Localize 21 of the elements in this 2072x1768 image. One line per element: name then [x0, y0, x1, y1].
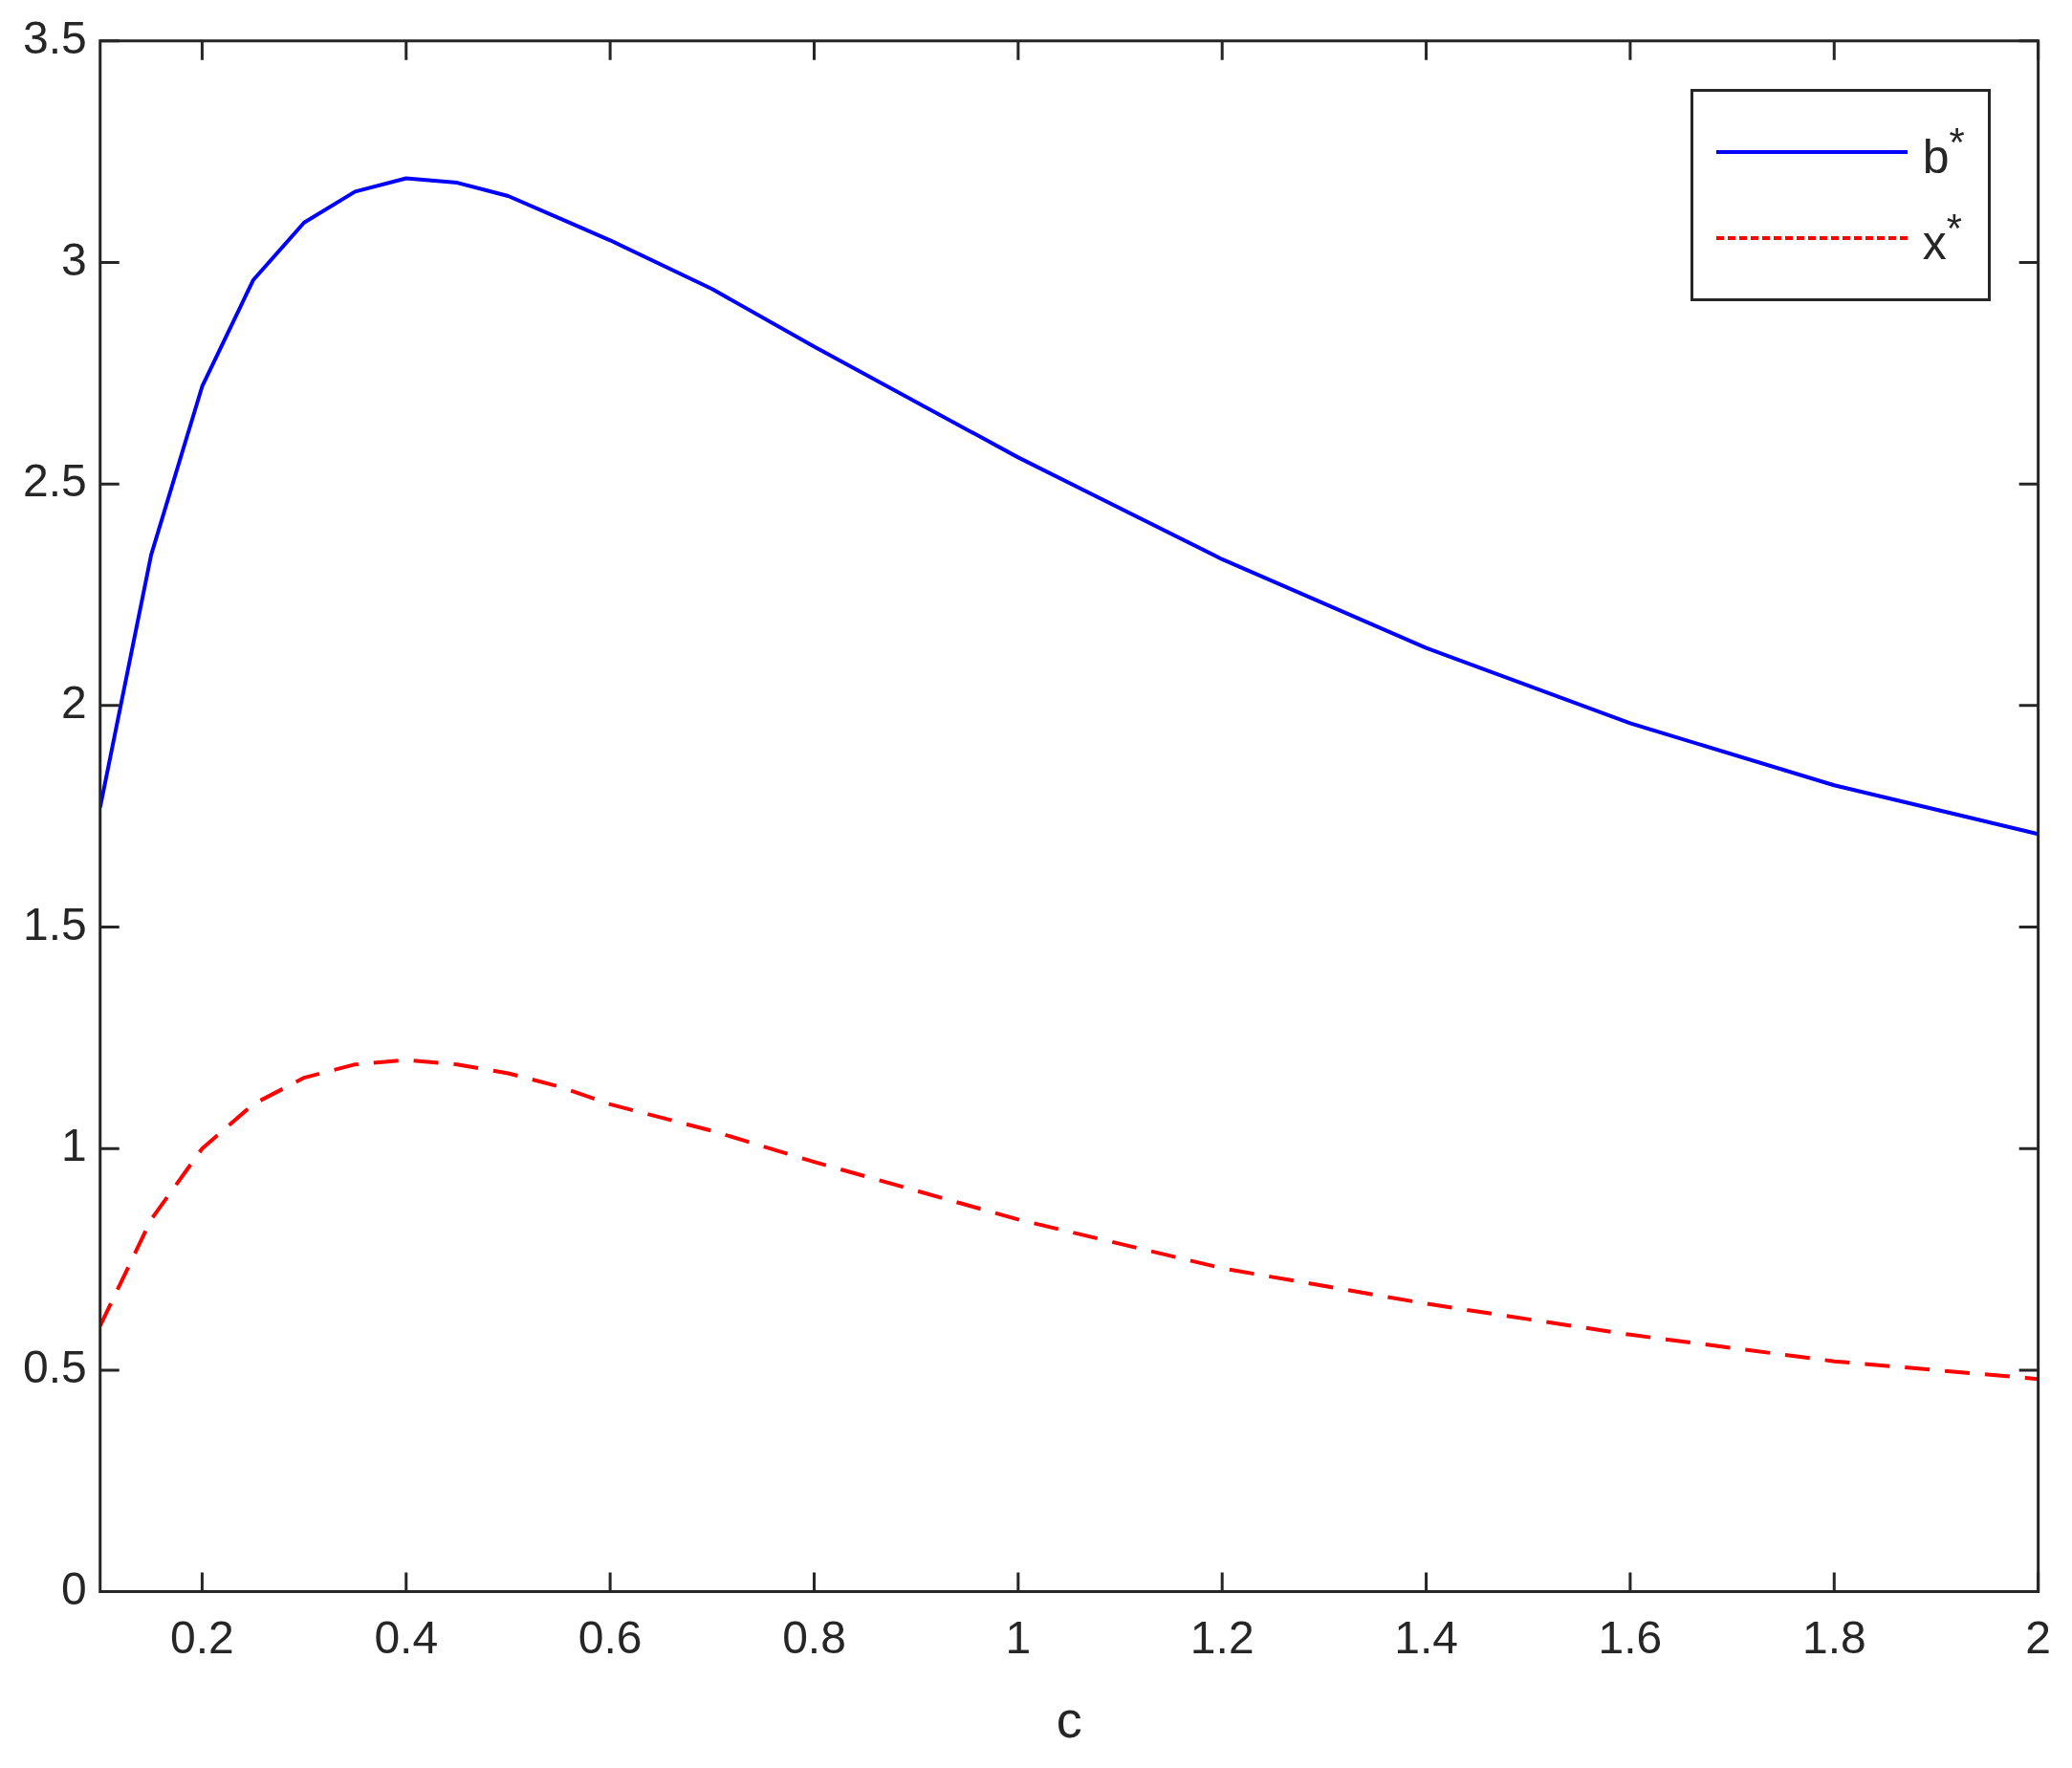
legend-label: x$^{*}$ — [1922, 205, 1962, 271]
x-tick-label: 2 — [2025, 1611, 2051, 1663]
x-tick-label: 1.8 — [1801, 1611, 1866, 1663]
x-tick-label: 1 — [1005, 1611, 1032, 1663]
x-tick-label: 0.4 — [374, 1611, 439, 1663]
y-tick-label: 2 — [61, 677, 87, 729]
x-tick-label: 1.4 — [1394, 1611, 1458, 1663]
x-tick-label: 0.6 — [578, 1611, 643, 1663]
y-tick-label: 0.5 — [22, 1342, 87, 1393]
y-tick-label: 3.5 — [22, 12, 87, 64]
x-tick-label: 0.2 — [170, 1611, 234, 1663]
y-tick-label: 0 — [61, 1562, 87, 1614]
x-axis-title: c — [1056, 1691, 1082, 1749]
x-tick-label: 1.2 — [1189, 1611, 1254, 1663]
x-tick-label: 0.8 — [782, 1611, 846, 1663]
y-tick-label: 2.5 — [22, 455, 87, 507]
y-tick-label: 1 — [61, 1120, 87, 1171]
legend-label: b$^{*}$ — [1922, 119, 1965, 185]
y-tick-label: 1.5 — [22, 898, 87, 949]
y-tick-label: 3 — [61, 233, 87, 285]
x-tick-label: 1.6 — [1598, 1611, 1663, 1663]
